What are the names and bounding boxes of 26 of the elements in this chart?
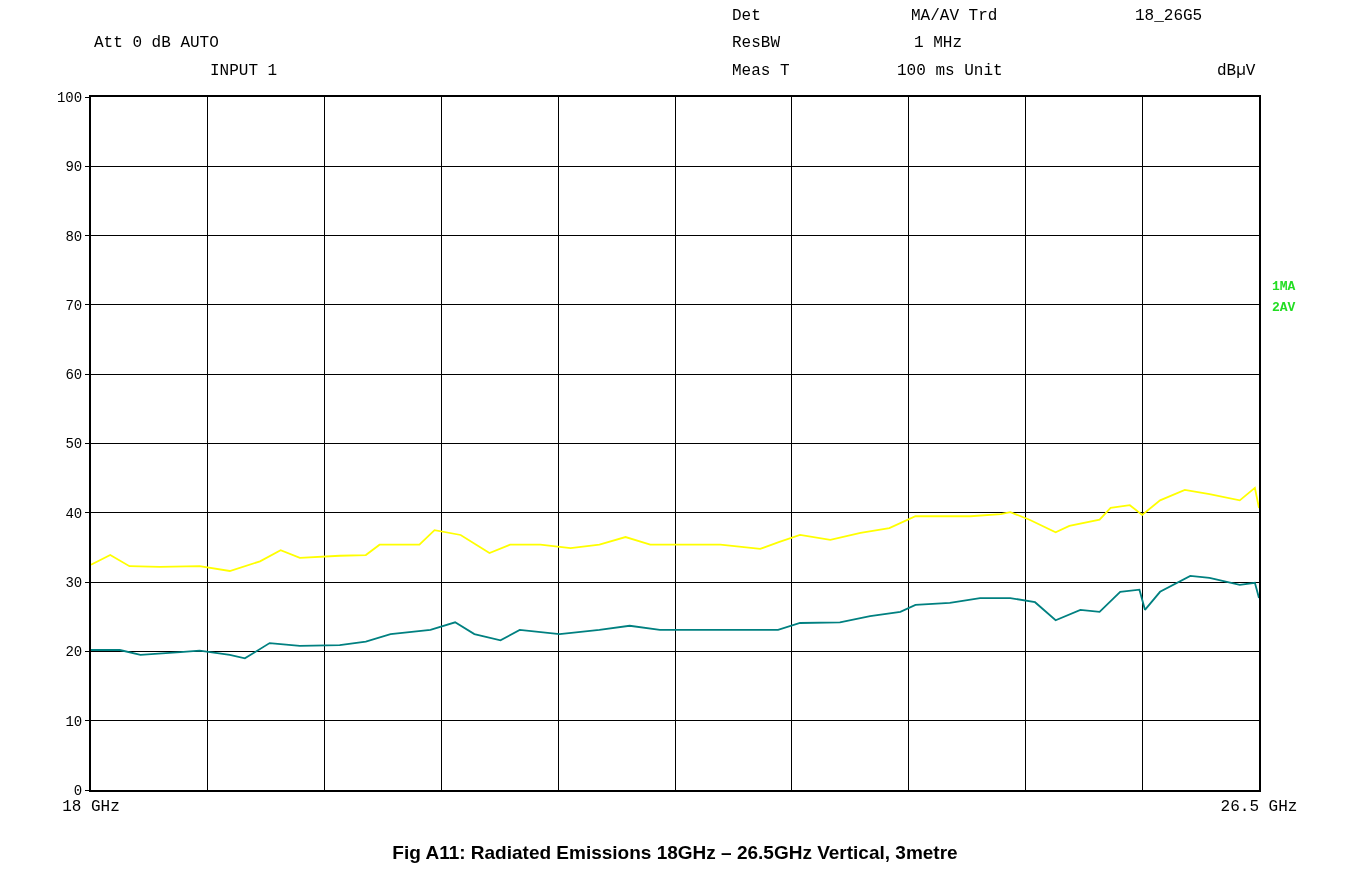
y-tick-label: 70: [65, 297, 83, 314]
text: dBµV: [1217, 62, 1256, 80]
x-tick-label: 26.5 GHz: [1220, 798, 1298, 817]
text: 18_26G5: [1135, 7, 1203, 25]
y-tick-label: 100: [56, 89, 83, 106]
text: INPUT 1: [210, 62, 278, 80]
text: Fig A11: Radiated Emissions 18GHz – 26.5GHz Vertical, 3metre: [392, 841, 958, 863]
y-tick-label: 50: [65, 436, 83, 453]
y-tick-label: 60: [65, 367, 83, 384]
y-tick-label: 90: [65, 159, 83, 176]
text: 2AV: [1272, 300, 1296, 315]
text: 1MA: [1272, 279, 1296, 294]
y-tick-label: 30: [65, 575, 83, 591]
y-tick-label: 20: [65, 644, 83, 661]
text: ResBW: [732, 34, 781, 52]
text: 100 ms Unit: [897, 62, 1003, 80]
y-tick-label: 80: [65, 228, 83, 245]
text: 1 MHz: [914, 34, 963, 52]
y-tick-label: 0: [73, 782, 83, 799]
text: Att 0 dB AUTO: [94, 34, 219, 52]
y-tick-label: 40: [65, 505, 83, 522]
text: MA/AV Trd: [911, 7, 998, 25]
text: Meas T: [732, 62, 790, 80]
y-tick-label: 10: [65, 713, 83, 730]
text: Det: [732, 7, 761, 25]
x-tick-label: 18 GHz: [62, 798, 120, 817]
